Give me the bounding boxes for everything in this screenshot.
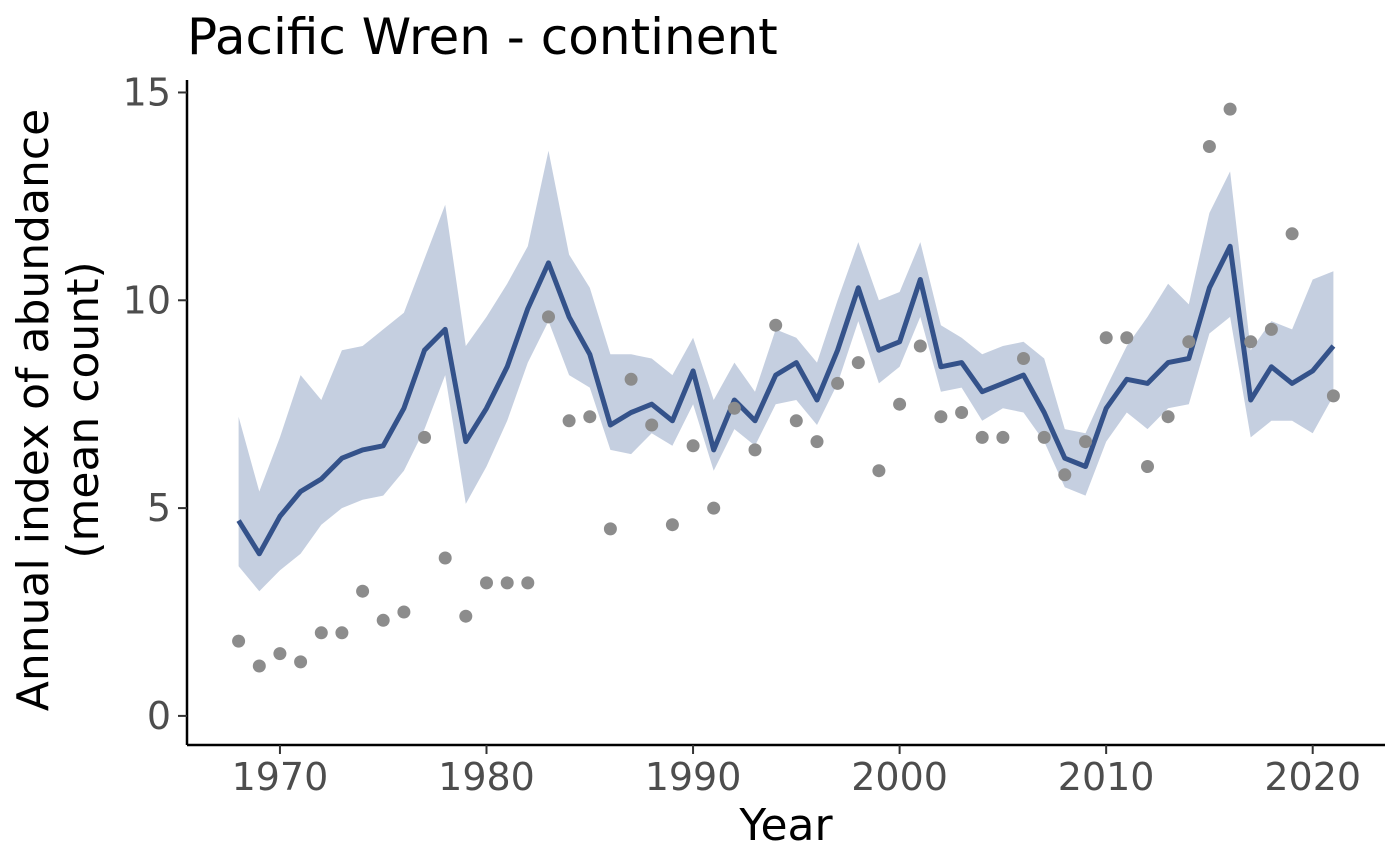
observed-point	[975, 430, 989, 444]
observed-point	[1079, 435, 1092, 449]
observed-point	[603, 522, 617, 536]
observed-point	[521, 576, 535, 590]
observed-point	[1244, 335, 1258, 349]
observed-point	[418, 430, 431, 444]
observed-point	[769, 318, 783, 332]
x-tick-label: 1970	[232, 755, 329, 799]
observed-point	[707, 501, 721, 515]
observed-point	[934, 410, 948, 424]
x-axis-title: Year	[738, 800, 833, 851]
observed-point	[376, 613, 390, 627]
observed-point	[356, 584, 370, 598]
observed-point	[645, 418, 659, 432]
y-tick-label: 0	[147, 694, 171, 738]
observed-point	[996, 430, 1010, 444]
y-tick-label: 10	[123, 278, 171, 322]
x-tick-label: 2020	[1264, 755, 1361, 799]
x-tick-label: 2010	[1058, 755, 1155, 799]
observed-point	[1161, 410, 1175, 424]
observed-point	[831, 376, 845, 390]
observed-point	[500, 576, 514, 590]
observed-point	[562, 414, 576, 428]
observed-point	[294, 655, 308, 669]
observed-point	[851, 356, 865, 370]
observed-point	[438, 551, 452, 565]
observed-point	[252, 659, 266, 673]
observed-point	[1326, 389, 1340, 403]
y-tick-label: 5	[147, 486, 171, 530]
observed-point	[955, 406, 969, 419]
observed-point	[1141, 460, 1154, 473]
observed-point	[335, 626, 349, 640]
observed-point	[624, 372, 638, 386]
observed-point	[913, 339, 927, 353]
observed-point	[1182, 335, 1196, 349]
observed-point	[1223, 102, 1237, 116]
observed-point	[1099, 331, 1113, 345]
index-line	[236, 243, 1336, 557]
observed-point	[789, 414, 803, 428]
x-tick-label: 1990	[645, 755, 742, 799]
observed-point	[1120, 331, 1134, 345]
axes: 0 5 10 15 1970 1980 1990 2000 2010 2020	[123, 70, 1385, 799]
observed-point	[686, 439, 700, 453]
observed-point	[583, 410, 597, 424]
observed-point	[1058, 468, 1072, 482]
observed-point	[232, 634, 246, 648]
observed-point	[480, 576, 493, 590]
observed-point	[872, 464, 886, 478]
observed-point	[459, 609, 473, 623]
observed-point	[727, 401, 741, 415]
plot-area	[232, 102, 1340, 673]
observed-point	[665, 518, 679, 532]
y-axis-title-line-1: Annual index of abundance	[8, 109, 59, 711]
observed-point	[1202, 140, 1216, 153]
observed-point	[1017, 352, 1030, 365]
observed-point	[1285, 227, 1299, 241]
x-tick-label: 2000	[851, 755, 948, 799]
observed-point	[748, 443, 762, 457]
x-tick-label: 1980	[438, 755, 535, 799]
observed-point	[542, 310, 555, 324]
observed-point	[397, 605, 411, 619]
observed-point	[893, 397, 907, 411]
observed-point	[314, 626, 328, 640]
observed-point	[1264, 322, 1278, 336]
y-axis-title: Annual index of abundance (mean count)	[8, 109, 109, 711]
observed-point	[273, 647, 287, 661]
observed-point	[1037, 430, 1051, 444]
y-axis-title-line-2: (mean count)	[58, 261, 109, 558]
observed-point	[810, 435, 824, 449]
chart-title: Pacific Wren - continent	[187, 8, 778, 66]
y-tick-label: 15	[123, 70, 171, 114]
